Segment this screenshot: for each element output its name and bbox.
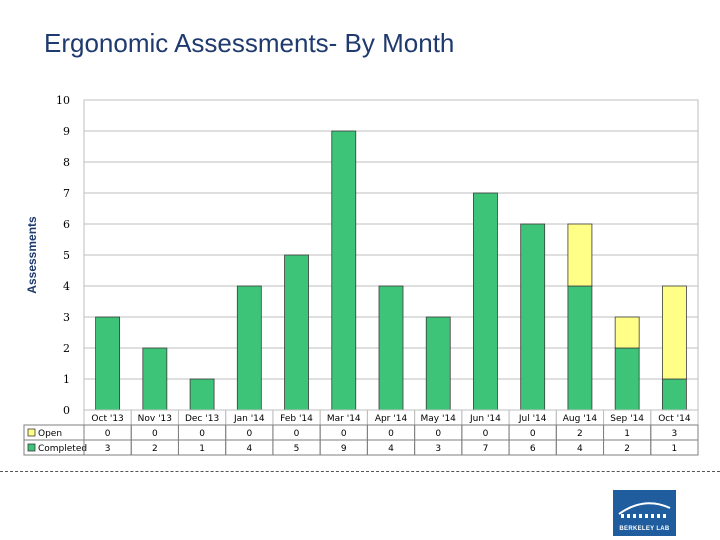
bar-completed <box>331 130 357 411</box>
bar-completed <box>425 316 451 411</box>
table-cell <box>650 439 699 456</box>
x-tick-label: Aug '14 <box>563 414 598 424</box>
x-tick-label: Dec '13 <box>185 414 219 424</box>
bar-open <box>567 223 593 287</box>
x-tick-label: Oct '13 <box>91 414 123 424</box>
bar-completed <box>189 378 215 411</box>
data-label: 3 <box>105 444 111 454</box>
x-tick-label: Mar '14 <box>327 414 361 424</box>
bar-completed <box>473 192 498 411</box>
y-axis-label: Assessments <box>25 216 39 294</box>
data-label: 0 <box>199 429 205 439</box>
data-label: 9 <box>341 444 347 454</box>
data-label: 0 <box>435 429 441 439</box>
bar-completed <box>95 316 121 411</box>
data-label: 2 <box>152 444 158 454</box>
berkeley-lab-logo: BERKELEY LAB <box>613 490 676 536</box>
y-tick-label: 8 <box>63 156 70 169</box>
data-label: 3 <box>672 429 678 439</box>
x-tick-label: May '14 <box>421 414 457 424</box>
data-label: 6 <box>530 444 536 454</box>
data-label: 4 <box>577 444 583 454</box>
data-label: 7 <box>483 444 489 454</box>
legend-key-completed <box>27 443 36 452</box>
y-tick-label: 1 <box>63 373 70 386</box>
bar-open <box>614 316 640 349</box>
x-tick-label: Nov '13 <box>138 414 172 424</box>
bar-completed <box>284 254 309 411</box>
data-label: 0 <box>105 429 111 439</box>
data-label: 0 <box>483 429 489 439</box>
legend-key-open <box>27 428 36 437</box>
y-tick-label: 10 <box>56 94 70 107</box>
legend-label: Open <box>38 429 62 439</box>
x-tick-label: Jul '14 <box>518 414 547 424</box>
bar-completed <box>567 285 593 411</box>
y-tick-label: 6 <box>63 218 70 231</box>
x-tick-label: Feb '14 <box>280 414 313 424</box>
legend-label: Completed <box>38 444 87 454</box>
data-label: 0 <box>294 429 300 439</box>
bar-completed <box>378 285 404 411</box>
bar-completed <box>614 347 640 411</box>
x-tick-label: Apr '14 <box>375 414 408 424</box>
divider-line <box>0 471 720 472</box>
bar-completed <box>520 223 546 411</box>
x-tick-label: Oct '14 <box>658 414 691 424</box>
y-tick-label: 5 <box>63 249 70 262</box>
bar-completed <box>236 285 262 411</box>
y-tick-label: 4 <box>63 280 70 293</box>
data-label: 4 <box>388 444 394 454</box>
y-tick-label: 9 <box>63 125 70 138</box>
data-label: 0 <box>341 429 347 439</box>
x-tick-label: Jun '14 <box>469 414 501 424</box>
bar-open <box>661 285 687 380</box>
bar-completed <box>661 378 687 411</box>
data-label: 2 <box>577 429 583 439</box>
x-tick-label: Sep '14 <box>610 414 644 424</box>
data-label: 1 <box>624 429 630 439</box>
y-tick-label: 0 <box>63 404 70 417</box>
data-label: 5 <box>294 444 300 454</box>
data-label: 4 <box>246 444 252 454</box>
x-tick-label: Jan '14 <box>233 414 265 424</box>
data-label: 0 <box>530 429 536 439</box>
y-tick-label: 2 <box>63 342 70 355</box>
y-tick-label: 3 <box>63 311 70 324</box>
logo-text: BERKELEY LAB <box>619 526 670 532</box>
data-label: 0 <box>152 429 158 439</box>
bar-completed <box>142 347 168 411</box>
data-label: 0 <box>246 429 252 439</box>
y-tick-label: 7 <box>63 187 70 200</box>
logo-building-icon <box>618 502 671 518</box>
data-label: 1 <box>199 444 205 454</box>
data-label: 2 <box>624 444 630 454</box>
data-label: 0 <box>388 429 394 439</box>
data-label: 3 <box>435 444 441 454</box>
chart-title: Ergonomic Assessments- By Month <box>44 28 455 58</box>
data-label: 1 <box>672 444 678 454</box>
